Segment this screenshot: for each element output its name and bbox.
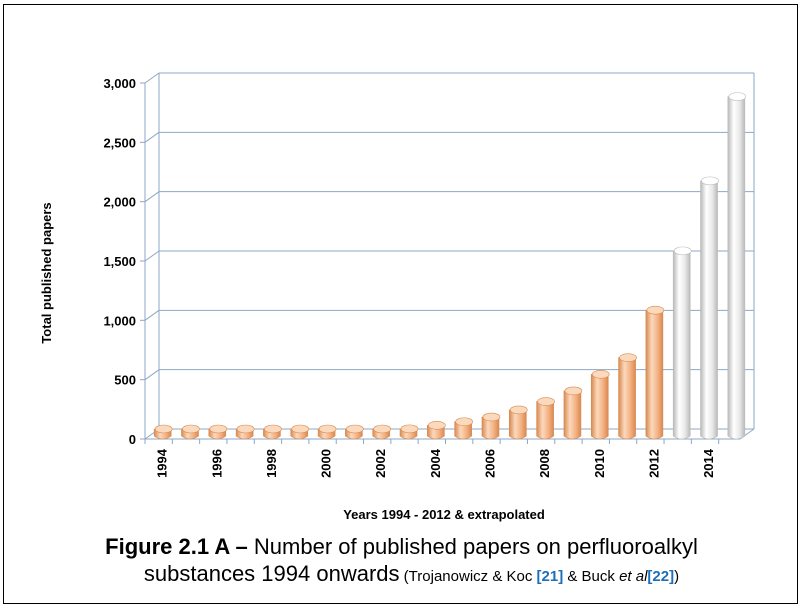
bar-1994 [153, 424, 173, 440]
bar-cap [673, 246, 692, 256]
bar-body [618, 357, 636, 440]
bar-cap [428, 421, 446, 430]
x-axis-title: Years 1994 - 2012 & extrapolated [343, 507, 545, 522]
cite-mid: & Buck [563, 568, 620, 585]
bars [153, 92, 747, 440]
bar-cap [154, 424, 173, 434]
gridline-depth [144, 250, 160, 262]
bar-body [481, 416, 500, 440]
y-tick-label: 3,000 [103, 76, 136, 91]
x-tick-label: 2004 [428, 448, 443, 478]
bar-2003 [399, 424, 419, 440]
bar-cap [537, 397, 555, 406]
bar-2009 [563, 386, 583, 440]
caption-line-2: substances 1994 onwards (Trojanowicz & K… [4, 560, 799, 590]
x-tick-label: 1994 [155, 448, 170, 478]
bar-1998 [263, 424, 282, 440]
bar-cap [591, 369, 610, 379]
bar-2000 [317, 424, 337, 440]
figure-label: Figure 2.1 A – [105, 534, 248, 559]
x-tick-label: 2010 [592, 449, 607, 478]
caption-line-1: Figure 2.1 A – Number of published paper… [4, 533, 799, 560]
bar-cap [236, 424, 255, 434]
x-tick-label: 2006 [482, 449, 497, 478]
bar-cap [318, 424, 337, 434]
bar-cap [619, 353, 637, 362]
bar-body [590, 373, 609, 440]
citation: (Trojanowicz & Koc [21] & Buck et al[22]… [399, 568, 680, 585]
bar-cap [564, 386, 583, 396]
bar-2015 [727, 92, 747, 440]
y-axis-title: Total published papers [39, 202, 54, 343]
bar-body [454, 421, 472, 440]
cite-et-al: et al [619, 568, 648, 585]
bar-2002 [372, 424, 392, 440]
gridline-depth [144, 309, 160, 321]
bar-cap [482, 412, 501, 422]
y-tick-label: 1,000 [103, 313, 136, 328]
bar-2008 [536, 397, 555, 440]
bar-1997 [235, 424, 255, 440]
bar-2004 [427, 421, 446, 440]
figure-frame: 0 500 1,000 1,500 2,000 2,500 3,000 1994 1996 19… [3, 4, 798, 604]
bar-1999 [290, 424, 310, 440]
gridline-depth [144, 131, 160, 143]
bar-body [727, 96, 746, 440]
bar-2014 [700, 176, 719, 440]
bar-cap [701, 176, 719, 186]
caption-text-2: substances 1994 onwards [143, 561, 400, 586]
reference-link-22[interactable]: [22] [647, 568, 675, 585]
bar-cap [373, 424, 392, 434]
bar-1995 [181, 424, 200, 440]
bar-cap [455, 417, 473, 427]
bar-cap [400, 424, 419, 434]
bar-2007 [508, 405, 528, 440]
x-tick-label: 2008 [537, 449, 552, 478]
caption-text-1: Number of published papers on perfluoroa… [247, 534, 698, 559]
bar-2011 [618, 353, 637, 440]
bar-1996 [208, 424, 228, 440]
y-tick-label: 500 [114, 373, 136, 388]
bar-2013 [672, 246, 692, 440]
cite-close: ) [674, 568, 680, 585]
x-axis-tick-labels: 1994 1996 1998 2000 2002 2004 2006 2008 2010 2012… [155, 448, 716, 478]
bar-cap [509, 405, 528, 415]
x-tick-label: 2002 [373, 449, 388, 478]
y-tick-label: 1,500 [103, 254, 136, 269]
reference-link-21[interactable]: [21] [536, 568, 564, 585]
bar-cap [728, 92, 747, 101]
bar-body [536, 401, 554, 440]
cite-open: (Trojanowicz & Koc [399, 568, 537, 585]
bar-cap [291, 424, 310, 434]
y-axis-tick-labels: 0 500 1,000 1,500 2,000 2,500 3,000 [103, 76, 136, 447]
bar-cap [182, 424, 200, 434]
x-tick-label: 1996 [209, 449, 224, 478]
y-tick-label: 0 [129, 432, 136, 447]
gridline-depth [144, 191, 160, 203]
bar-body [508, 409, 527, 440]
gridline-depth [144, 72, 160, 84]
x-tick-label: 1998 [264, 449, 279, 478]
gridline-depth [144, 369, 160, 381]
bar-2005 [454, 417, 473, 440]
bar-2001 [345, 424, 364, 440]
bar-body [700, 180, 718, 440]
x-tick-label: 2014 [701, 448, 716, 478]
bar-2010 [590, 369, 610, 440]
bar-body [563, 390, 582, 440]
bar-cap [264, 424, 282, 434]
bar-body [645, 309, 664, 440]
bar-2006 [481, 412, 501, 440]
x-tick-label: 2000 [319, 449, 334, 478]
figure-caption: Figure 2.1 A – Number of published paper… [4, 533, 799, 590]
bar-cap [209, 424, 228, 434]
x-tick-label: 2012 [646, 449, 661, 478]
bar-2012 [645, 305, 665, 440]
bar-body [672, 250, 691, 440]
bar-cap [346, 424, 364, 434]
bar-cap [646, 305, 665, 315]
y-tick-label: 2,000 [103, 195, 136, 210]
y-tick-label: 2,500 [103, 135, 136, 150]
